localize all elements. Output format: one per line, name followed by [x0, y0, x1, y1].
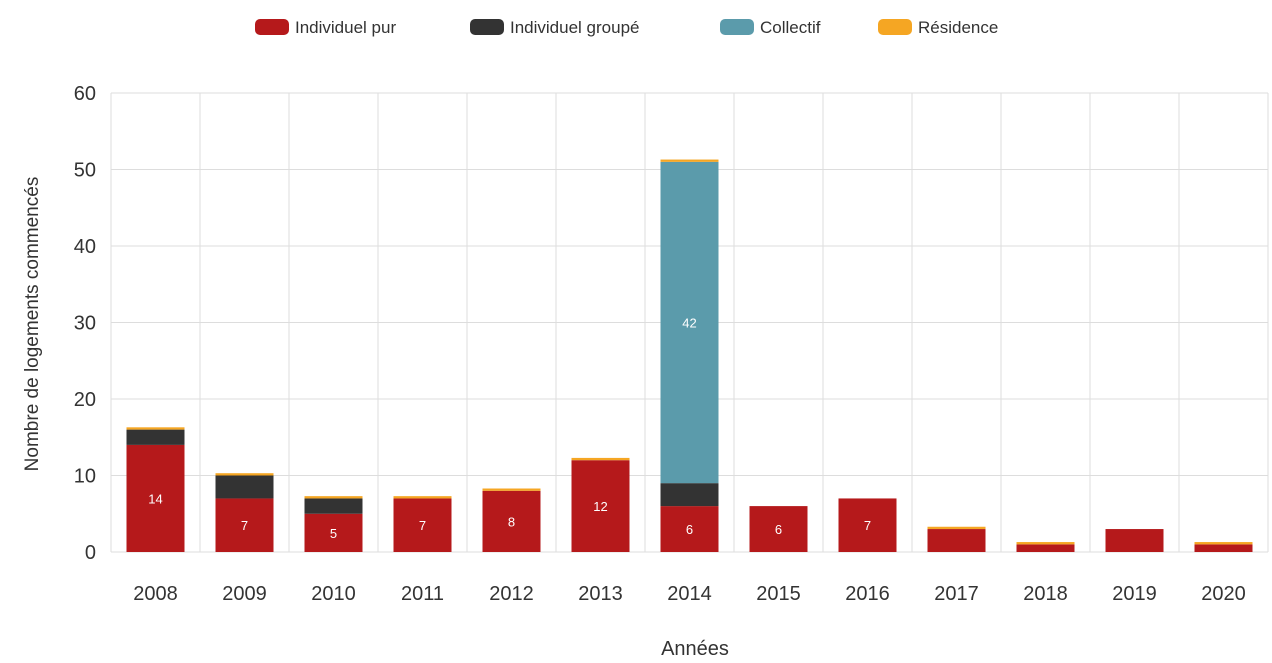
legend-label: Individuel pur — [295, 18, 396, 37]
bar-individuel-groupe-2008 — [126, 429, 185, 445]
x-axis-title: Années — [661, 638, 729, 660]
bar-residence-2009 — [215, 473, 274, 476]
x-tick-label: 2020 — [1201, 583, 1246, 605]
bar-individuel-pur-2009 — [215, 498, 274, 552]
y-tick-label: 50 — [74, 160, 96, 182]
x-tick-label: 2015 — [756, 583, 801, 605]
data-label: 7 — [241, 518, 248, 533]
legend-swatch — [878, 19, 912, 35]
data-label: 12 — [593, 499, 607, 514]
bar-individuel-pur-2012 — [482, 490, 541, 552]
bar-residence-2014 — [660, 159, 719, 162]
x-tick-label: 2014 — [667, 583, 712, 605]
bar-residence-2020 — [1194, 542, 1253, 545]
y-tick-label: 40 — [74, 236, 96, 258]
bar-individuel-pur-2011 — [393, 498, 452, 552]
y-tick-label: 10 — [74, 466, 96, 488]
legend-label: Résidence — [918, 18, 998, 37]
legend-label: Individuel groupé — [510, 18, 639, 37]
bar-individuel-pur-2013 — [571, 460, 630, 552]
x-tick-label: 2012 — [489, 583, 534, 605]
x-tick-label: 2011 — [401, 583, 444, 605]
x-tick-label: 2010 — [311, 583, 356, 605]
data-label: 6 — [775, 522, 782, 537]
x-tick-label: 2018 — [1023, 583, 1068, 605]
legend-label: Collectif — [760, 18, 821, 37]
bar-residence-2013 — [571, 457, 630, 461]
bar-individuel-pur-2008 — [126, 444, 185, 552]
bar-residence-2010 — [304, 496, 363, 499]
y-tick-label: 30 — [74, 313, 96, 335]
x-tick-label: 2013 — [578, 583, 623, 605]
legend-item-collectif[interactable]: Collectif — [720, 18, 821, 37]
bar-individuel-groupe-2010 — [304, 498, 363, 514]
legend-swatch — [720, 19, 754, 35]
x-tick-label: 2008 — [133, 583, 178, 605]
x-tick-label: 2009 — [222, 583, 267, 605]
bar-individuel-pur-2010 — [304, 513, 363, 552]
legend-item-individuel-groupe[interactable]: Individuel groupé — [470, 18, 639, 37]
bar-residence-2012 — [482, 488, 541, 491]
y-axis: 0 10 20 30 40 50 60 — [74, 83, 96, 564]
y-axis-title: Nombre de logements commencés — [22, 177, 43, 472]
legend-swatch — [255, 19, 289, 35]
bar-individuel-pur-2017 — [927, 529, 986, 552]
bar-residence-2018 — [1016, 542, 1075, 545]
y-tick-label: 60 — [74, 83, 96, 105]
y-tick-label: 0 — [85, 542, 96, 564]
bar-individuel-pur-2018 — [1016, 544, 1075, 552]
x-tick-label: 2016 — [845, 583, 890, 605]
data-label: 7 — [864, 518, 871, 533]
x-axis: 2008 2009 2010 2011 2012 2013 2014 2015 2016 2017… — [133, 583, 1246, 605]
bar-individuel-pur-2019 — [1105, 529, 1164, 552]
data-label: 6 — [686, 522, 693, 537]
bar-collectif-2014 — [660, 161, 719, 484]
bar-residence-2008 — [126, 427, 185, 430]
legend-item-individuel-pur[interactable]: Individuel pur — [255, 18, 396, 37]
bars — [126, 159, 1253, 552]
data-label: 14 — [148, 491, 162, 506]
bar-residence-2011 — [393, 496, 452, 499]
data-label: 5 — [330, 526, 337, 541]
x-tick-label: 2019 — [1112, 583, 1157, 605]
bar-individuel-groupe-2014 — [660, 483, 719, 507]
x-tick-label: 2017 — [934, 583, 979, 605]
bar-individuel-pur-2015 — [749, 506, 808, 552]
data-label: 8 — [508, 514, 515, 529]
bar-residence-2017 — [927, 526, 986, 530]
bar-individuel-pur-2016 — [838, 498, 897, 552]
bar-individuel-groupe-2009 — [215, 475, 274, 499]
y-tick-label: 20 — [74, 389, 96, 411]
legend: Individuel pur Individuel groupé Collectif… — [255, 18, 998, 37]
data-label: 42 — [682, 316, 696, 331]
bar-individuel-pur-2020 — [1194, 544, 1253, 552]
legend-item-residence[interactable]: Résidence — [878, 18, 998, 37]
data-label: 7 — [419, 518, 426, 533]
bar-individuel-pur-2014 — [660, 506, 719, 552]
data-labels: 14 7 5 7 8 12 6 42 6 7 — [148, 316, 871, 541]
legend-swatch — [470, 19, 504, 35]
